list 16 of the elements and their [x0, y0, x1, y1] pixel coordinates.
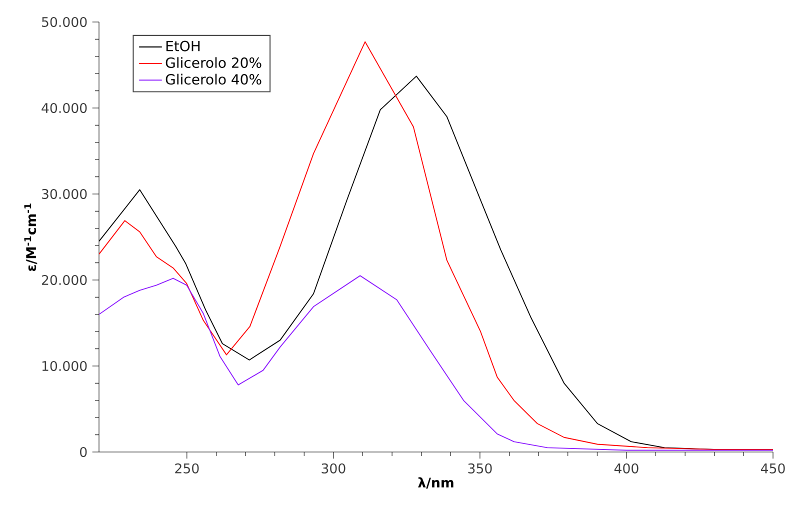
- x-tick-label: 350: [468, 463, 492, 474]
- y-tick-label: 40.000: [42, 102, 87, 114]
- x-tick-label: 300: [322, 463, 346, 474]
- y-axis-title: ε/M$^{-1}$cm$^{-1}$: [24, 204, 38, 271]
- legend-label: Glicerolo 20%: [166, 57, 262, 68]
- x-axis-title: λ/nm: [418, 477, 454, 489]
- legend-label: Glicerolo 40%: [166, 74, 262, 85]
- x-tick-label: 400: [614, 463, 638, 474]
- x-tick-label: 450: [760, 463, 785, 474]
- y-tick-label: 0: [80, 446, 87, 458]
- y-tick-label: 10.000: [42, 360, 87, 372]
- x-tick-label: 250: [175, 463, 199, 474]
- legend-label: EtOH: [166, 40, 200, 52]
- y-tick-label: 30.000: [42, 188, 87, 200]
- y-tick-label: 20.000: [42, 274, 87, 286]
- y-tick-label: 50.000: [42, 16, 87, 28]
